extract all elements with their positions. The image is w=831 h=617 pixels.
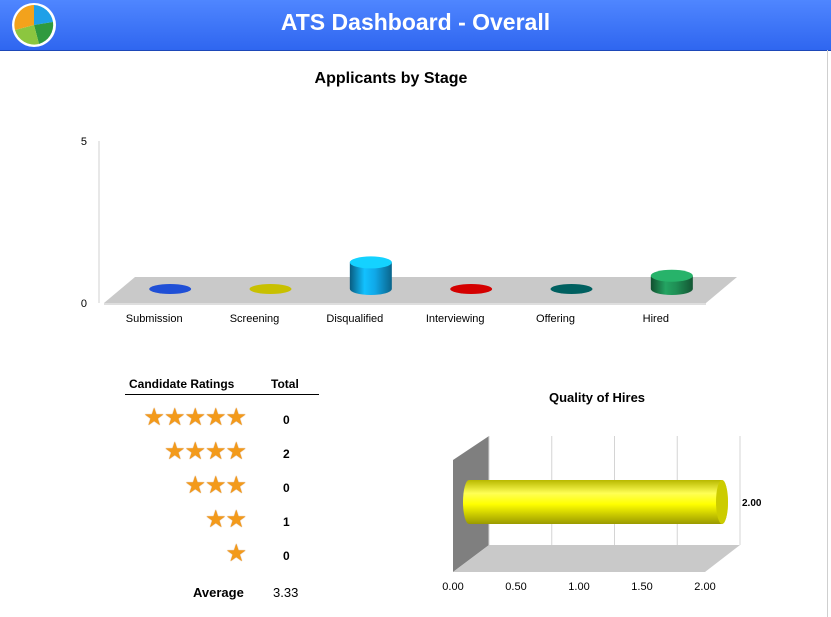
average-value: 3.33 (273, 585, 299, 600)
x-tick-label: 2.00 (694, 581, 715, 593)
x-tick-label-hired: Hired (643, 313, 669, 325)
rating-5-total: 0 (283, 413, 290, 427)
x-tick-label-offering: Offering (536, 313, 575, 325)
rating-1-stars-icon: ★ (225, 540, 246, 567)
bar-submission (149, 284, 192, 294)
rating-3-total: 0 (283, 481, 290, 495)
average-label: Average (193, 585, 244, 600)
candidate-ratings-table: Candidate Ratings Total ★★★★★ 0 ★★★★ 2 ★… (123, 374, 323, 614)
x-tick-label-interviewing: Interviewing (426, 313, 485, 325)
bar-offering (550, 284, 593, 294)
page-title: ATS Dashboard - Overall (280, 9, 551, 35)
frame-border (827, 50, 828, 617)
bar-screening (249, 284, 292, 294)
x-tick-label-disqualified: Disqualified (326, 313, 383, 325)
rating-1-total: 0 (283, 549, 290, 563)
header-divider (125, 394, 319, 395)
x-tick-label-submission: Submission (126, 313, 183, 325)
rating-4-total: 2 (283, 447, 290, 461)
rating-5-stars-icon: ★★★★★ (143, 404, 247, 431)
x-tick-label: 0.50 (505, 581, 526, 593)
pie-chart-logo-icon (12, 3, 56, 47)
x-tick-label: 0.00 (442, 581, 463, 593)
bar-quality-of-hires (463, 480, 728, 524)
chart-title-quality-of-hires: Quality of Hires (548, 390, 646, 405)
rating-2-stars-icon: ★★ (204, 506, 247, 533)
chart-floor (104, 277, 737, 303)
bar-top-hired (650, 269, 693, 282)
ratings-column-header: Candidate Ratings (129, 377, 235, 391)
chart-floor (453, 545, 740, 572)
total-column-header: Total (271, 377, 299, 391)
x-tick-label: 1.00 (568, 581, 589, 593)
bar-interviewing (450, 284, 493, 294)
y-tick-label: 0 (81, 298, 87, 310)
chart-title-applicants-by-stage: Applicants by Stage (314, 70, 468, 87)
x-tick-label-screening: Screening (230, 313, 280, 325)
applicants-by-stage-chart: 0 5 Submission Screening Disqualified Intervi… (81, 136, 737, 325)
bar-disqualified (349, 262, 392, 295)
dashboard-header: ATS Dashboard - Overall (0, 0, 831, 51)
bar-top-disqualified (349, 256, 392, 269)
rating-4-stars-icon: ★★★★ (163, 438, 247, 465)
x-tick-label: 1.50 (631, 581, 652, 593)
data-label: 2.00 (742, 498, 762, 509)
rating-2-total: 1 (283, 515, 290, 529)
y-tick-label: 5 (81, 136, 87, 148)
bar-end-cap (716, 480, 728, 524)
rating-3-stars-icon: ★★★ (184, 472, 247, 499)
